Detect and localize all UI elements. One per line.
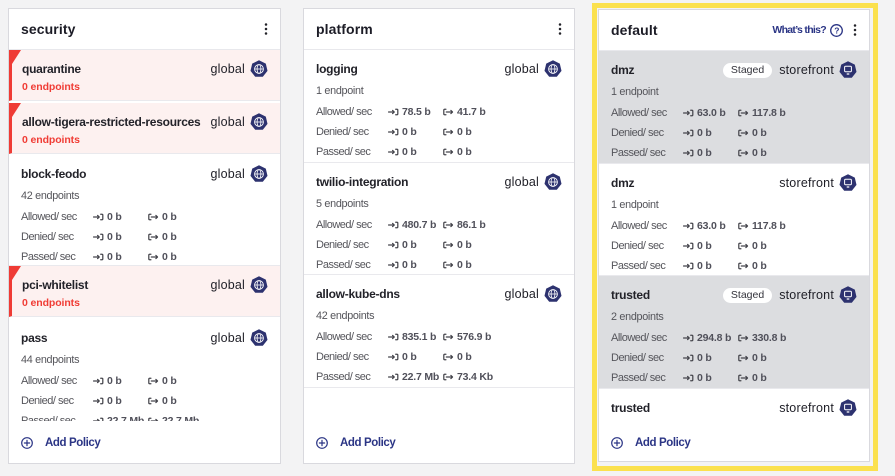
svg-text:?: ? — [834, 25, 839, 35]
